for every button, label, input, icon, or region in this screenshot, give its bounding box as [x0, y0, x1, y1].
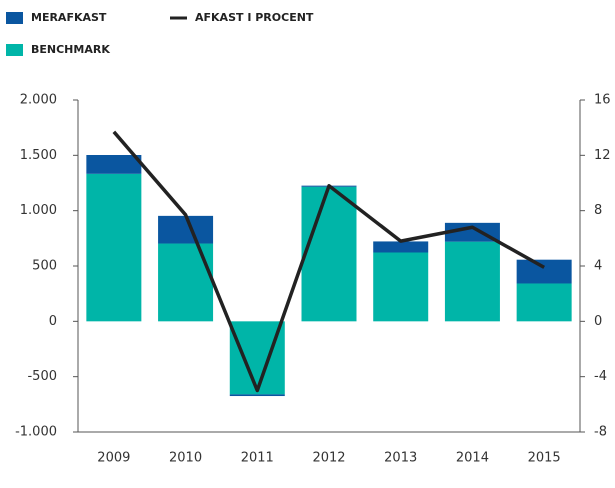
y-tick-label: 1.500 [20, 148, 57, 163]
legend-label: BENCHMARK [31, 43, 110, 56]
y2-tick-label: 0 [594, 314, 602, 329]
y-tick-label: -1.000 [15, 425, 57, 440]
x-tick-label: 2011 [241, 451, 274, 466]
line-afkast [112, 130, 545, 393]
bar-merafkast [158, 215, 214, 244]
bar-benchmark [444, 241, 500, 322]
bar-benchmark [86, 173, 142, 322]
x-tick-label: 2014 [456, 451, 489, 466]
legend-label: AFKAST I PROCENT [195, 11, 314, 24]
y-tick-label: 1.000 [20, 203, 57, 218]
bar-benchmark [516, 283, 572, 322]
y-tick-label: 2.000 [20, 93, 57, 108]
y2-tick-label: -8 [594, 425, 607, 440]
legend-swatch [6, 12, 23, 24]
x-tick-label: 2009 [97, 451, 130, 466]
legend-swatch [6, 44, 23, 56]
bar-merafkast [86, 155, 142, 174]
x-tick-label: 2012 [312, 451, 345, 466]
y2-tick-label: 16 [594, 93, 611, 108]
bar-benchmark [301, 186, 357, 322]
x-tick-label: 2010 [169, 451, 202, 466]
y-tick-label: 500 [32, 259, 57, 274]
legend-label: MERAFKAST [31, 11, 107, 24]
y2-tick-label: 8 [594, 203, 602, 218]
bar-benchmark [373, 252, 429, 322]
x-tick-label: 2013 [384, 451, 417, 466]
y-tick-label: 0 [49, 314, 57, 329]
x-tick-label: 2015 [528, 451, 561, 466]
bar-benchmark [158, 243, 214, 322]
y2-tick-label: 12 [594, 148, 611, 163]
y2-tick-label: -4 [594, 369, 607, 384]
bar-merafkast [373, 241, 429, 253]
y2-tick-label: 4 [594, 259, 602, 274]
y-tick-label: -500 [27, 369, 57, 384]
bar-merafkast [229, 394, 285, 397]
bar-merafkast [516, 259, 572, 284]
